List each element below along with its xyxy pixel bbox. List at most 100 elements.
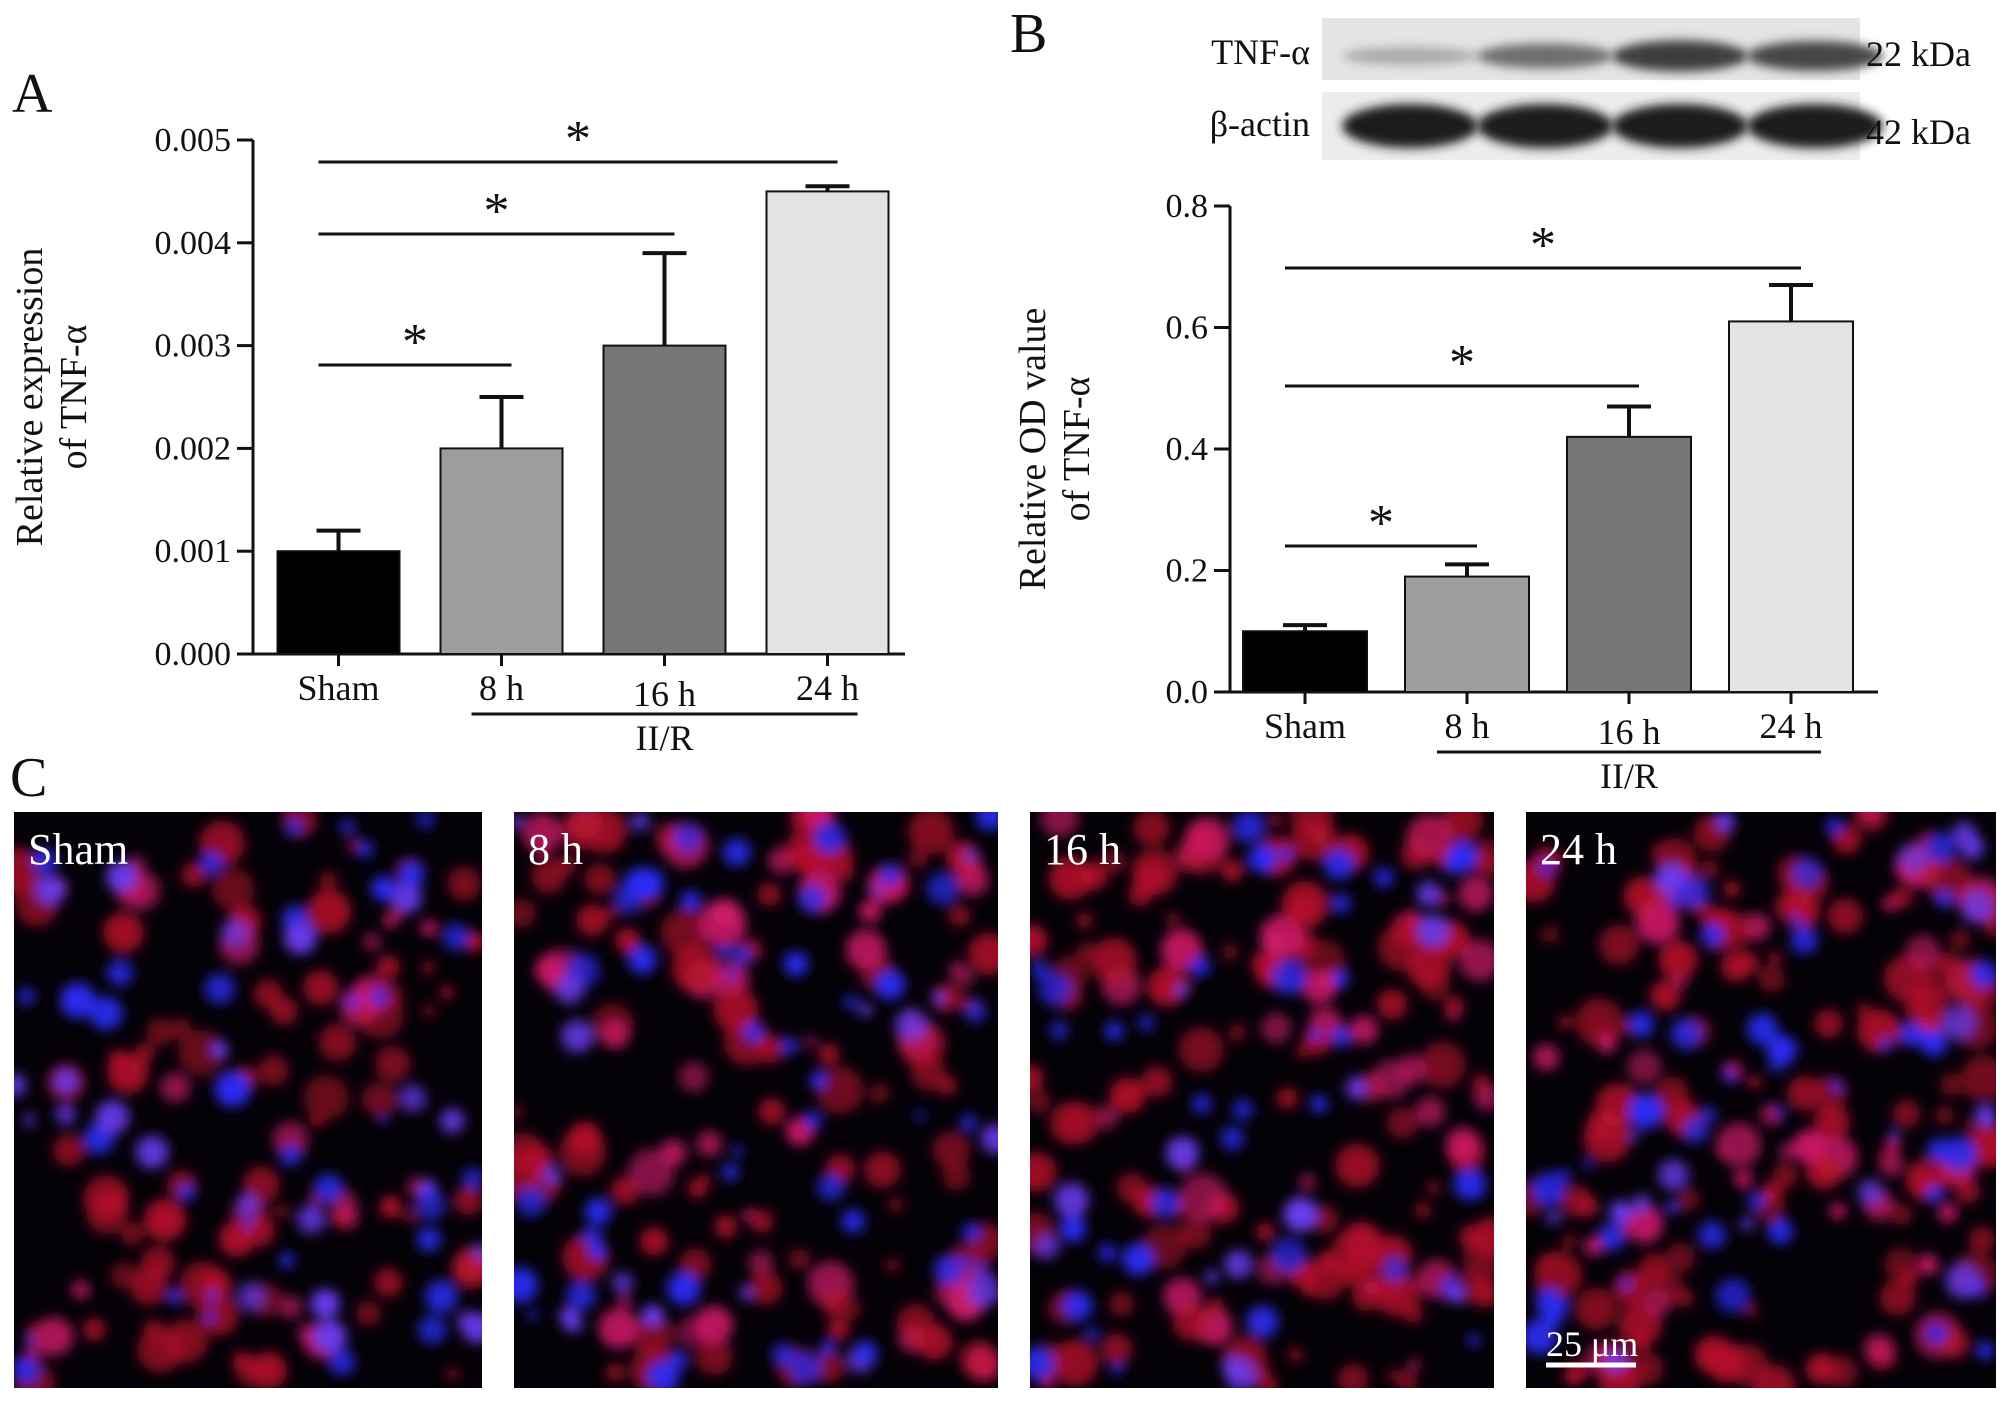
nuclear-stain (1034, 1233, 1060, 1260)
nuclear-stain (780, 1036, 798, 1055)
red-signal (1396, 1054, 1427, 1085)
category-label: 24 h (796, 668, 859, 708)
nuclear-stain (1920, 1029, 1948, 1056)
red-signal (1559, 1184, 1592, 1217)
red-signal (1178, 1215, 1212, 1249)
nuclear-stain (926, 872, 960, 905)
nuclear-stain (963, 848, 979, 863)
nuclear-stain (1061, 1290, 1093, 1322)
significance-star: * (484, 183, 510, 240)
nuclear-stain (284, 817, 304, 837)
red-signal (1891, 886, 1913, 909)
nuclear-stain (853, 1340, 878, 1365)
red-signal (303, 1075, 349, 1120)
nuclear-stain (417, 1315, 447, 1345)
nuclear-stain (1310, 1028, 1323, 1041)
nuclear-stain (878, 863, 902, 887)
nuclear-stain (177, 1183, 195, 1201)
red-signal (1769, 951, 1782, 964)
red-signal (1222, 944, 1239, 960)
red-signal (948, 905, 971, 927)
red-signal (363, 933, 381, 951)
red-signal (1814, 1009, 1843, 1038)
red-signal (1261, 1012, 1292, 1044)
red-signal (957, 864, 989, 897)
nuclear-stain (1054, 1182, 1089, 1218)
nuclear-stain (813, 821, 846, 855)
nuclear-stain (1697, 1220, 1727, 1250)
red-signal (1387, 1369, 1400, 1382)
red-signal (1963, 1119, 1977, 1132)
nuclear-stain (1111, 1361, 1124, 1375)
red-signal (143, 1319, 164, 1340)
red-signal (1892, 1100, 1921, 1128)
red-signal (1827, 898, 1863, 934)
nuclear-stain (1416, 881, 1442, 907)
red-signal (1694, 1335, 1733, 1374)
red-signal (303, 970, 338, 1005)
nuclear-stain (514, 814, 524, 830)
red-signal (1079, 862, 1108, 890)
nuclear-stain (1526, 1318, 1557, 1355)
red-signal (1178, 1027, 1224, 1073)
red-signal (1904, 985, 1948, 1029)
red-signal (1935, 1106, 1955, 1126)
y-axis-label-line1: Relative expression (9, 248, 51, 547)
red-signal (453, 1185, 482, 1215)
red-signal (423, 1004, 436, 1017)
panel-letter-a: A (12, 63, 53, 125)
nuclear-stain (1556, 1168, 1571, 1183)
red-signal (1650, 980, 1681, 1011)
nuclear-stain (1174, 983, 1189, 998)
red-signal (742, 1208, 756, 1222)
nuclear-stain (1791, 857, 1823, 889)
red-signal (1643, 1288, 1672, 1317)
nuclear-stain (339, 819, 356, 835)
bar (276, 550, 401, 656)
red-signal (355, 1300, 381, 1326)
nuclear-stain (732, 1146, 743, 1157)
nuclear-stain (1447, 1286, 1465, 1304)
category-label: Sham (1264, 706, 1346, 746)
blot-band (1747, 104, 1883, 148)
nuclear-stain (398, 1084, 427, 1113)
blot-band (1342, 104, 1478, 148)
micrograph-panel: 24 h 25 μm (1526, 812, 1996, 1388)
red-signal (695, 1338, 733, 1376)
nuclear-stain (1531, 1172, 1566, 1207)
nuclear-stain (1224, 1250, 1253, 1279)
red-signal (1773, 892, 1804, 922)
nuclear-stain (279, 1253, 295, 1268)
nuclear-stain (1150, 1187, 1181, 1218)
nuclear-stain (970, 999, 981, 1010)
red-signal (640, 1227, 669, 1256)
nuclear-stain (1030, 1346, 1055, 1381)
nuclear-stain (966, 1272, 998, 1308)
red-signal (218, 1220, 255, 1257)
y-axis-label: Relative OD valueof TNF-α (1012, 308, 1098, 591)
nuclear-stain (1310, 1095, 1328, 1113)
red-signal (1879, 1279, 1916, 1316)
red-signal (931, 983, 961, 1013)
nuclear-stain (725, 968, 737, 980)
nuclear-stain (14, 1073, 27, 1097)
nuclear-stain (788, 1351, 823, 1386)
nuclear-stain (1747, 1192, 1766, 1211)
red-signal (379, 1195, 402, 1218)
red-signal (1221, 859, 1244, 882)
nuclear-stain (1676, 875, 1710, 909)
red-signal (1900, 1268, 1919, 1287)
red-signal (1377, 989, 1408, 1020)
y-tick-label: 0.000 (155, 636, 232, 673)
y-axis-label-line2: of TNF-α (53, 325, 95, 470)
nuclear-stain (378, 1114, 389, 1125)
red-signal (1276, 1087, 1298, 1109)
red-signal (310, 1113, 324, 1127)
nuclear-stain (1205, 1270, 1219, 1284)
nuclear-stain (1345, 1076, 1368, 1100)
red-signal (1443, 995, 1465, 1017)
red-signal (698, 899, 747, 948)
nuclear-stain (732, 945, 753, 966)
red-signal (1757, 964, 1785, 993)
